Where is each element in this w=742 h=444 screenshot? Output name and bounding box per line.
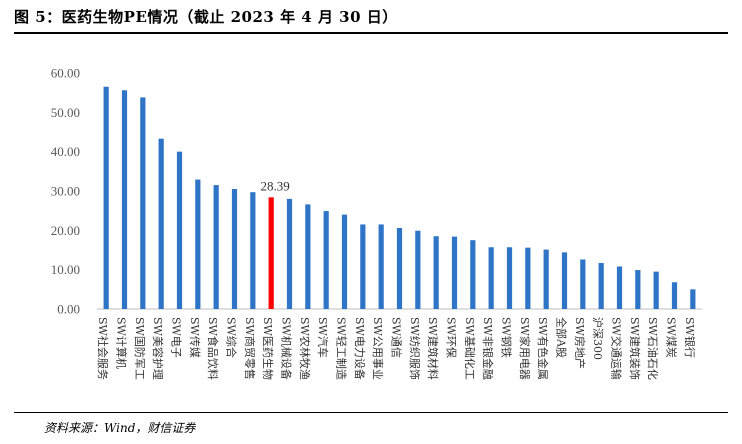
x-category-label: SW房地产 <box>573 317 587 369</box>
source-note: 资料来源：Wind，财信证券 <box>44 421 196 435</box>
x-category-label: SW农林牧渔 <box>298 317 312 380</box>
bar <box>305 204 311 309</box>
y-tick-label: 50.00 <box>51 105 80 120</box>
x-category-label: SW环保 <box>445 317 459 358</box>
x-category-label: SW电子 <box>170 317 183 358</box>
bar <box>470 240 476 309</box>
x-category-label: SW美容护理 <box>151 317 165 380</box>
x-category-label: SW通信 <box>390 317 403 358</box>
bar <box>341 214 348 309</box>
x-category-label: SW交通运输 <box>610 317 624 380</box>
x-category-label: SW机械设备 <box>280 317 294 380</box>
x-category-label: SW煤炭 <box>665 317 678 358</box>
bar <box>653 271 659 309</box>
x-category-label: SW医药生物 <box>261 317 275 380</box>
x-category-label: SW汽车 <box>316 317 330 358</box>
bar <box>121 90 128 309</box>
y-tick-label: 20.00 <box>51 223 80 238</box>
bar <box>635 270 641 309</box>
x-category-label: SW传媒 <box>188 317 201 358</box>
bar <box>176 151 183 309</box>
bar <box>286 198 293 309</box>
y-tick-label: 10.00 <box>51 262 80 277</box>
x-category-label: SW轻工制造 <box>335 317 349 380</box>
x-category-label: SW建筑材料 <box>426 317 440 380</box>
y-tick-label: 30.00 <box>51 184 80 199</box>
x-category-label: SW钢铁 <box>500 317 513 358</box>
bar <box>433 236 439 309</box>
bar <box>488 247 494 309</box>
x-category-label: SW非银金融 <box>481 317 495 380</box>
bar <box>506 247 513 309</box>
bar <box>415 230 421 309</box>
bar <box>158 138 164 309</box>
x-category-label: SW家用电器 <box>518 317 532 380</box>
bar <box>561 252 568 309</box>
bar <box>451 236 458 309</box>
x-category-label: SW纺织服饰 <box>408 317 422 380</box>
bar <box>580 259 586 309</box>
bar <box>598 262 604 309</box>
bar <box>616 266 623 309</box>
x-category-label: SW食品饮料 <box>206 317 220 380</box>
bottom-rule <box>14 412 728 413</box>
bar <box>525 247 531 309</box>
y-tick-label: 0.00 <box>57 302 80 317</box>
y-tick-label: 60.00 <box>51 66 80 81</box>
bar <box>671 282 678 309</box>
x-category-label: 沪深300 <box>591 317 605 360</box>
bar <box>250 192 256 309</box>
x-category-label: 全部A股 <box>555 317 569 358</box>
bar <box>360 224 366 309</box>
bar <box>378 224 384 309</box>
x-category-label: SW综合 <box>225 317 239 358</box>
top-rule <box>14 32 728 34</box>
x-category-label: SW社会服务 <box>96 317 110 380</box>
bar <box>231 189 238 309</box>
x-category-label: SW公用事业 <box>371 317 384 380</box>
figure-title: 图 5：医药生物PE情况（截止 2023 年 4 月 30 日） <box>14 8 398 26</box>
x-category-label: SW银行 <box>683 317 697 358</box>
bar <box>543 249 549 309</box>
x-category-label: SW有色金属 <box>536 317 550 380</box>
bar <box>195 179 201 309</box>
x-category-label: SW石油石化 <box>646 317 660 380</box>
x-category-label: SW电力设备 <box>353 317 367 380</box>
data-label: 28.39 <box>261 178 290 193</box>
x-category-label: SW建筑装饰 <box>628 317 642 380</box>
x-category-label: SW商贸零售 <box>243 317 257 380</box>
bar <box>103 86 109 309</box>
bar <box>396 227 403 309</box>
x-category-label: SW计算机 <box>115 317 129 369</box>
pe-bar-chart: 0.00 10.00 20.00 30.00 40.00 50.00 60.00 SW社会服务… <box>51 66 702 380</box>
x-category-label: SW基础化工 <box>463 317 477 380</box>
y-tick-label: 40.00 <box>51 144 80 159</box>
x-category-label: SW国防军工 <box>133 317 147 380</box>
bar <box>140 97 146 310</box>
bar <box>690 289 696 309</box>
bar <box>213 185 219 309</box>
bar <box>323 211 329 309</box>
bar <box>268 197 274 309</box>
